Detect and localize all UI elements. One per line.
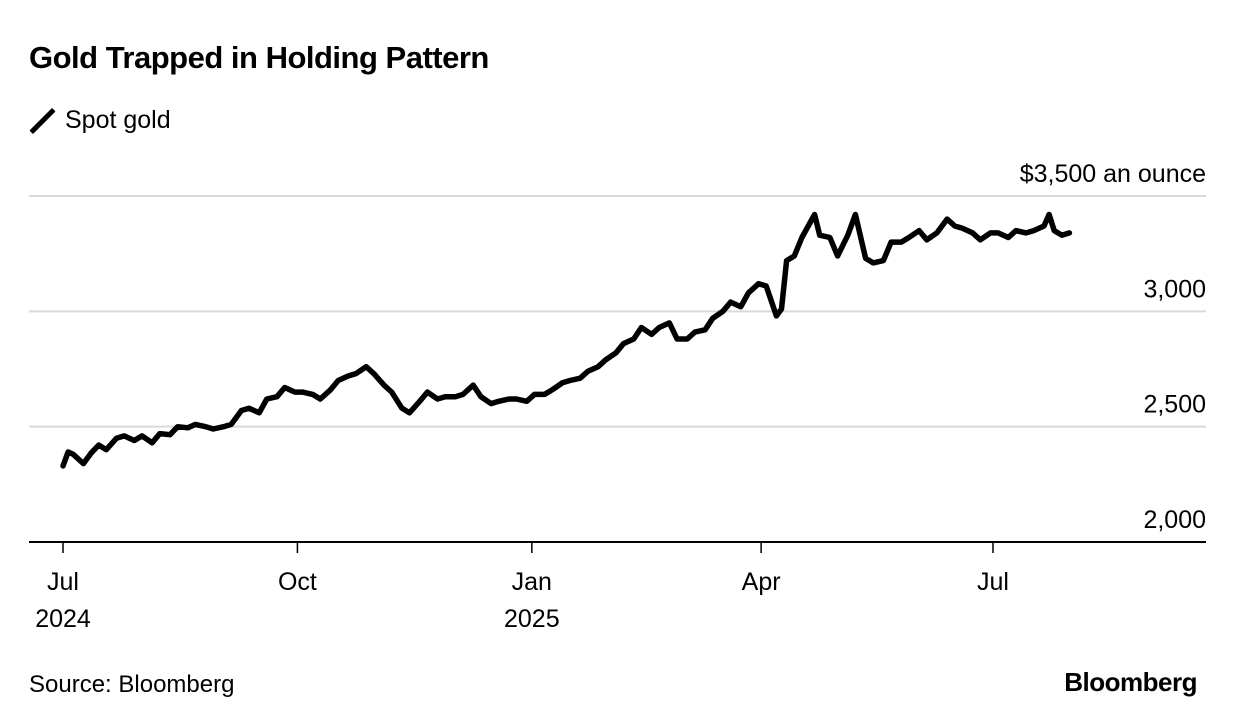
- source-note: Source: Bloomberg: [29, 671, 235, 698]
- x-tick-label: Jul: [977, 568, 1009, 596]
- series-layer: [60, 211, 1073, 469]
- x-tick-year-label: 2024: [35, 605, 91, 633]
- series-line-spot-gold: [60, 211, 1073, 469]
- y-tick-label: 2,500: [1143, 391, 1206, 419]
- bloomberg-logo: Bloomberg: [1064, 667, 1197, 697]
- y-tick-label: $3,500 an ounce: [1020, 160, 1206, 188]
- x-tick-label: Apr: [742, 568, 781, 596]
- x-tick-label: Jul: [47, 568, 79, 596]
- x-axis: Jul 2024 Oct Jan 2025 Apr Jul: [29, 541, 1206, 633]
- legend-label: Spot gold: [65, 106, 171, 134]
- chart-title: Gold Trapped in Holding Pattern: [29, 40, 489, 75]
- x-tick-label: Jan: [512, 568, 552, 596]
- x-tick-year-label: 2025: [504, 605, 560, 633]
- x-tick-label: Oct: [278, 568, 317, 596]
- legend: Spot gold: [29, 106, 171, 135]
- y-tick-label: 3,000: [1143, 275, 1206, 303]
- y-axis-labels: 2,000 2,500 3,000 $3,500 an ounce: [1020, 160, 1206, 534]
- y-tick-label: 2,000: [1143, 506, 1206, 534]
